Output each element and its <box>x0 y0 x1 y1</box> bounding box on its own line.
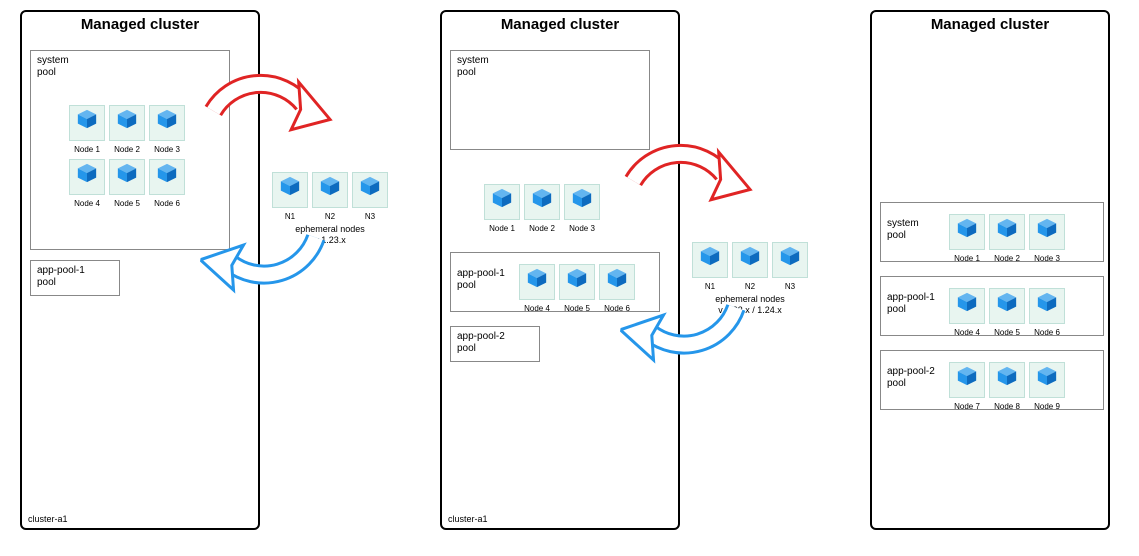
node: N2 <box>312 172 348 208</box>
node-row: Node 1 Node 2 Node 3 <box>482 182 602 236</box>
node: Node 2 <box>109 105 145 141</box>
node: Node 8 <box>989 362 1025 398</box>
cluster-id: cluster-a1 <box>28 514 68 524</box>
node-label: Node 8 <box>994 402 1020 411</box>
node-label: Node 2 <box>529 224 555 233</box>
node: Node 3 <box>564 184 600 220</box>
node: Node 9 <box>1029 362 1065 398</box>
node: Node 2 <box>989 214 1025 250</box>
node-label: N3 <box>365 212 375 221</box>
node-label: Node 3 <box>154 145 180 154</box>
node-label: Node 3 <box>569 224 595 233</box>
node-label: Node 4 <box>524 304 550 313</box>
node-pool: app-pool-2pool Node 7 Node 8 Node 9 <box>880 350 1104 410</box>
node: Node 1 <box>69 105 105 141</box>
node-label: Node 3 <box>1034 254 1060 263</box>
pool-label: app-pool-2pool <box>450 326 540 362</box>
node: Node 5 <box>989 288 1025 324</box>
node-label: Node 4 <box>954 328 980 337</box>
node-label: Node 2 <box>114 145 140 154</box>
pool-label: systempool <box>887 218 947 242</box>
node-label: Node 4 <box>74 199 100 208</box>
node: Node 6 <box>149 159 185 195</box>
node: N3 <box>772 242 808 278</box>
node-label: Node 1 <box>74 145 100 154</box>
node: N2 <box>732 242 768 278</box>
node-label: Node 1 <box>489 224 515 233</box>
node: Node 1 <box>484 184 520 220</box>
pool-label: app-pool-1pool <box>457 268 517 292</box>
node-label: Node 6 <box>1034 328 1060 337</box>
node-label: Node 2 <box>994 254 1020 263</box>
node: Node 4 <box>69 159 105 195</box>
pool-label: app-pool-2pool <box>887 366 947 390</box>
node-label: Node 6 <box>154 199 180 208</box>
node: Node 1 <box>949 214 985 250</box>
node: Node 7 <box>949 362 985 398</box>
node: Node 5 <box>559 264 595 300</box>
pool-label: app-pool-1pool <box>30 260 120 296</box>
node-label: Node 5 <box>114 199 140 208</box>
node: Node 5 <box>109 159 145 195</box>
node: Node 2 <box>524 184 560 220</box>
upgrade-arrow-in <box>611 269 769 407</box>
node: Node 6 <box>1029 288 1065 324</box>
node-pool: app-pool-1pool Node 4 Node 5 Node 6 <box>880 276 1104 336</box>
node: Node 4 <box>519 264 555 300</box>
node-label: Node 5 <box>994 328 1020 337</box>
node-row: Node 4 Node 5 Node 6 <box>67 157 223 197</box>
node: Node 3 <box>149 105 185 141</box>
node-label: Node 5 <box>564 304 590 313</box>
pool-label: app-pool-1pool <box>887 292 947 316</box>
node: N3 <box>352 172 388 208</box>
upgrade-arrow-in <box>191 199 349 337</box>
cluster-title: Managed cluster <box>442 12 678 41</box>
node: N1 <box>272 172 308 208</box>
node-label: Node 7 <box>954 402 980 411</box>
cluster-id: cluster-a1 <box>448 514 488 524</box>
managed-cluster: Managed cluster systempool Node 1 Node 2… <box>870 10 1110 530</box>
node-label: Node 1 <box>954 254 980 263</box>
pool-label: systempool <box>37 55 223 79</box>
pool-label: systempool <box>457 55 643 79</box>
node: Node 3 <box>1029 214 1065 250</box>
node-pool: systempool Node 1 Node 2 Node 3 <box>880 202 1104 262</box>
node-label: Node 9 <box>1034 402 1060 411</box>
cluster-title: Managed cluster <box>872 12 1108 41</box>
node: N1 <box>692 242 728 278</box>
node-pool: systempool <box>450 50 650 150</box>
node: Node 4 <box>949 288 985 324</box>
node-label: N3 <box>785 282 795 291</box>
managed-cluster: Managed cluster systempool Node 1 Node 2… <box>440 10 680 530</box>
